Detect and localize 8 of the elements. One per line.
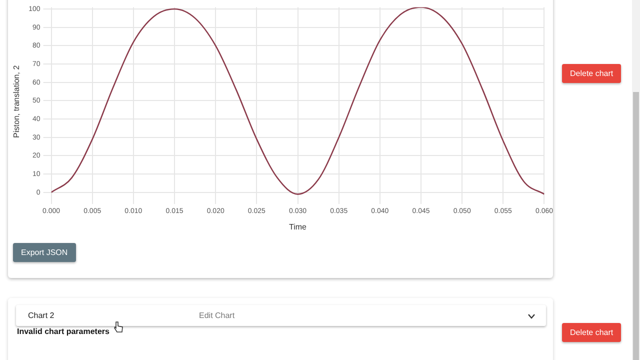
text: Delete chart: [562, 323, 622, 342]
x-axis-title: Time: [289, 222, 308, 232]
y-axis-title: Piston, translation, 2: [12, 64, 22, 138]
text: Edit Chart: [199, 311, 235, 320]
text: Export JSON: [13, 243, 76, 262]
text: Invalid chart parameters: [17, 327, 110, 336]
text: Delete chart: [562, 64, 622, 83]
caption: Chart 2: [28, 311, 54, 320]
